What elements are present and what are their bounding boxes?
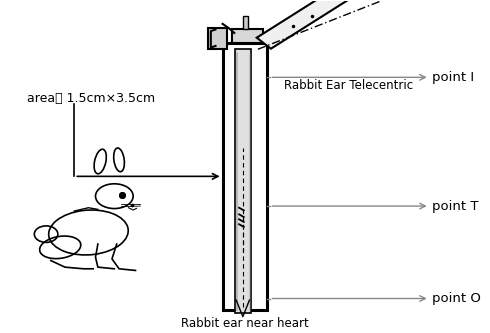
Bar: [243, 16, 248, 29]
Text: Rabbit ear near heart: Rabbit ear near heart: [181, 317, 309, 330]
Text: point I: point I: [432, 71, 474, 84]
Bar: [257, 0, 348, 49]
Text: point T: point T: [432, 199, 479, 212]
Text: Rabbit Ear Telecentric: Rabbit Ear Telecentric: [284, 79, 413, 92]
Text: area： 1.5cm×3.5cm: area： 1.5cm×3.5cm: [27, 92, 155, 105]
Bar: [235, 49, 251, 313]
Bar: [208, 28, 227, 49]
Text: point O: point O: [432, 292, 481, 305]
Bar: [232, 29, 263, 43]
Bar: [222, 43, 267, 310]
